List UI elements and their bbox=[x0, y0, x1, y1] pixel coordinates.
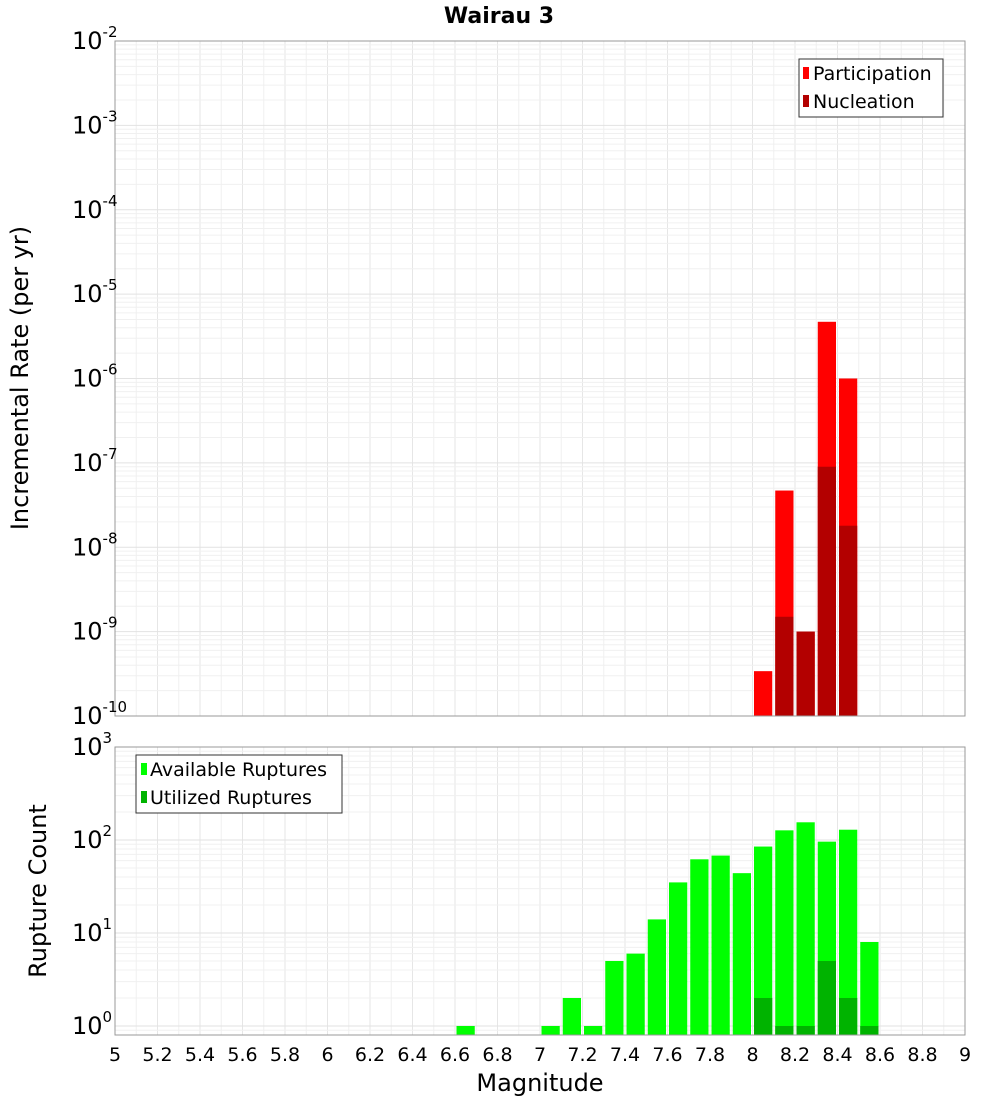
x-axis-label: Magnitude bbox=[476, 1069, 603, 1097]
x-tick-label: 8.6 bbox=[865, 1044, 895, 1066]
nucleation-legend-label: Nucleation bbox=[813, 91, 915, 113]
available-ruptures-bar bbox=[562, 997, 581, 1035]
available-ruptures-bar bbox=[839, 829, 858, 1035]
rate-y-tick-label: 10-4 bbox=[72, 192, 118, 224]
x-tick-label: 6 bbox=[321, 1044, 333, 1066]
available-legend-label: Available Ruptures bbox=[150, 759, 327, 781]
nucleation-bar bbox=[775, 616, 794, 716]
available-ruptures-bar bbox=[541, 1025, 560, 1035]
available-ruptures-bar bbox=[605, 960, 624, 1035]
x-tick-label: 6.8 bbox=[482, 1044, 512, 1066]
available-ruptures-bar bbox=[732, 873, 751, 1035]
count-y-tick-label: 100 bbox=[72, 1008, 112, 1040]
x-tick-label: 5.4 bbox=[185, 1044, 215, 1066]
x-tick-label: 8.8 bbox=[907, 1044, 937, 1066]
count-legend: Available Ruptures Utilized Ruptures bbox=[135, 754, 343, 814]
x-tick-label: 7.4 bbox=[610, 1044, 640, 1066]
rate-y-tick-label: 10-5 bbox=[72, 276, 118, 308]
available-ruptures-bar bbox=[775, 830, 794, 1035]
count-y-tick-label: 103 bbox=[72, 729, 112, 761]
utilized-ruptures-bar bbox=[817, 960, 836, 1035]
x-tick-label: 7 bbox=[534, 1044, 546, 1066]
count-panel: 103 102 101 100 5 5.2 5.4 5.6 5.8 6 6.2 6.4 6.6 6.8 7… bbox=[24, 729, 971, 1097]
count-y-ticks: 103 102 101 100 bbox=[72, 729, 112, 1040]
x-tick-label: 5.2 bbox=[142, 1044, 172, 1066]
count-bars bbox=[456, 822, 879, 1035]
available-ruptures-bar bbox=[711, 855, 730, 1035]
available-ruptures-bar bbox=[584, 1025, 603, 1035]
x-tick-label: 8.4 bbox=[822, 1044, 852, 1066]
x-tick-label: 8 bbox=[746, 1044, 758, 1066]
participation-legend-label: Participation bbox=[813, 63, 932, 85]
participation-legend-swatch bbox=[803, 67, 809, 79]
rate-y-tick-label: 10-10 bbox=[72, 698, 127, 730]
x-tick-label: 7.8 bbox=[695, 1044, 725, 1066]
count-plot-border bbox=[114, 746, 966, 1036]
x-tick-label: 6.2 bbox=[355, 1044, 385, 1066]
rate-y-tick-label: 10-9 bbox=[72, 614, 118, 646]
rate-y-tick-label: 10-8 bbox=[72, 529, 118, 561]
rate-y-tick-label: 10-7 bbox=[72, 445, 118, 477]
rate-panel: 10-2 10-3 10-4 10-5 10-6 10-7 10-8 10-9 10-10 In… bbox=[6, 23, 966, 730]
x-tick-label: 8.2 bbox=[780, 1044, 810, 1066]
x-tick-label: 9 bbox=[959, 1044, 971, 1066]
rate-y-ticks: 10-2 10-3 10-4 10-5 10-6 10-7 10-8 10-9 10-10 bbox=[72, 23, 127, 730]
rate-legend-box bbox=[798, 58, 944, 118]
rate-y-tick-label: 10-6 bbox=[72, 361, 118, 393]
available-ruptures-bar bbox=[647, 919, 666, 1035]
utilized-ruptures-bar bbox=[860, 1025, 879, 1035]
chart-title: Wairau 3 bbox=[444, 4, 554, 29]
rate-gridlines bbox=[114, 41, 966, 717]
rate-legend: Participation Nucleation bbox=[798, 58, 944, 118]
available-ruptures-bar bbox=[690, 859, 709, 1035]
rate-y-tick-label: 10-2 bbox=[72, 23, 118, 55]
utilized-ruptures-bar bbox=[754, 997, 773, 1035]
utilized-ruptures-bar bbox=[839, 997, 858, 1035]
available-legend-swatch bbox=[141, 763, 147, 775]
utilized-legend-swatch bbox=[141, 791, 147, 803]
x-tick-labels: 5 5.2 5.4 5.6 5.8 6 6.2 6.4 6.6 6.8 7 7.2 7.4 7.6 7.8 8… bbox=[109, 1044, 971, 1066]
rate-bars bbox=[754, 321, 858, 716]
nucleation-legend-swatch bbox=[803, 95, 809, 107]
rate-y-axis-label: Incremental Rate (per yr) bbox=[6, 226, 34, 530]
x-tick-label: 6.6 bbox=[440, 1044, 470, 1066]
count-y-tick-label: 101 bbox=[72, 915, 112, 947]
x-tick-label: 5 bbox=[109, 1044, 121, 1066]
available-ruptures-bar bbox=[669, 882, 688, 1035]
available-ruptures-bar bbox=[860, 942, 879, 1035]
count-y-axis-label: Rupture Count bbox=[24, 804, 52, 978]
nucleation-bar bbox=[817, 466, 836, 716]
count-y-tick-label: 102 bbox=[72, 822, 112, 854]
utilized-legend-label: Utilized Ruptures bbox=[150, 787, 312, 809]
count-legend-box bbox=[135, 754, 343, 814]
utilized-ruptures-bar bbox=[796, 1025, 815, 1035]
available-ruptures-bar bbox=[456, 1025, 475, 1035]
available-ruptures-bar bbox=[626, 953, 645, 1035]
x-tick-label: 6.4 bbox=[397, 1044, 427, 1066]
nucleation-bar bbox=[839, 525, 858, 716]
utilized-ruptures-bar bbox=[775, 1025, 794, 1035]
x-tick-label: 7.6 bbox=[652, 1044, 682, 1066]
x-tick-label: 5.8 bbox=[270, 1044, 300, 1066]
available-ruptures-bar bbox=[796, 822, 815, 1035]
available-ruptures-bar bbox=[754, 846, 773, 1035]
x-tick-label: 7.2 bbox=[567, 1044, 597, 1066]
x-tick-label: 5.6 bbox=[227, 1044, 257, 1066]
rate-y-tick-label: 10-3 bbox=[72, 107, 118, 139]
nucleation-bar bbox=[796, 631, 815, 716]
participation-bar bbox=[754, 671, 773, 716]
rate-plot-border bbox=[114, 40, 966, 717]
